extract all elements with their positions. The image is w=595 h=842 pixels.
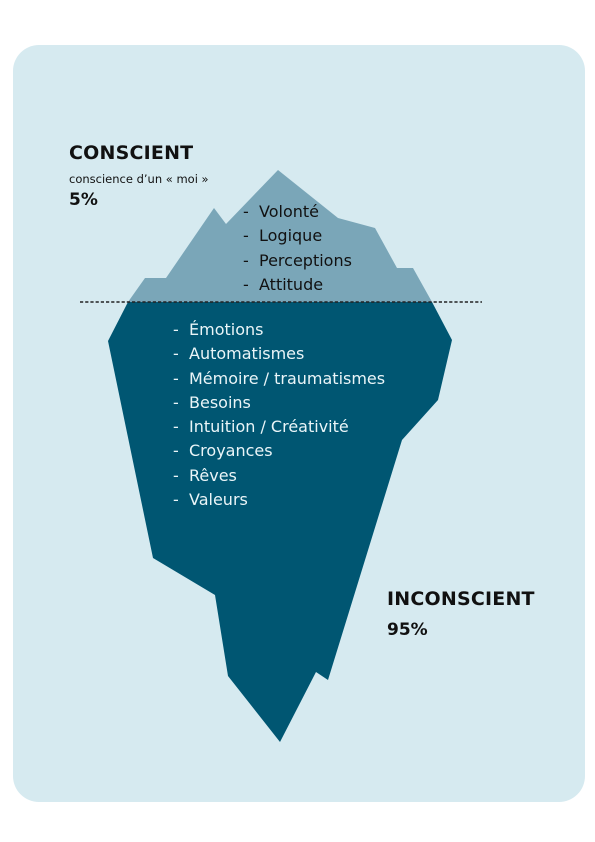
conscious-list: - Volonté - Logique - Perceptions - Attitude <box>243 200 352 297</box>
conscious-title: CONSCIENT <box>69 142 194 164</box>
bullet-dash: - <box>173 392 179 412</box>
iceberg-submerged <box>108 302 452 742</box>
unconscious-percent: 95% <box>387 620 428 640</box>
list-item: - Besoins <box>173 391 385 415</box>
list-item: - Mémoire / traumatismes <box>173 367 385 391</box>
list-item: - Volonté <box>243 200 352 224</box>
list-item: - Automatismes <box>173 342 385 366</box>
list-item: - Attitude <box>243 273 352 297</box>
bullet-dash: - <box>173 368 179 388</box>
bullet-dash: - <box>243 274 249 294</box>
bullet-dash: - <box>243 202 249 221</box>
bullet-dash: - <box>243 250 249 270</box>
list-item: - Rêves <box>173 464 385 488</box>
bullet-dash: - <box>173 490 179 510</box>
unconscious-list: - Émotions - Automatismes - Mémoire / traum… <box>173 318 385 512</box>
bullet-dash: - <box>173 344 179 364</box>
bullet-dash: - <box>173 417 179 437</box>
list-item: - Valeurs <box>173 488 385 512</box>
iceberg-tip <box>80 170 432 302</box>
bullet-dash: - <box>173 441 179 461</box>
list-item: - Perceptions <box>243 249 352 273</box>
conscious-percent: 5% <box>69 190 98 210</box>
list-item: - Émotions <box>173 318 385 342</box>
bullet-dash: - <box>243 226 249 246</box>
conscious-subtitle: conscience d’un « moi » <box>69 172 209 186</box>
list-item: - Intuition / Créativité <box>173 415 385 439</box>
bullet-dash: - <box>173 320 179 339</box>
unconscious-title: INCONSCIENT <box>387 588 535 610</box>
bullet-dash: - <box>173 465 179 485</box>
list-item: - Croyances <box>173 439 385 463</box>
list-item: - Logique <box>243 224 352 248</box>
